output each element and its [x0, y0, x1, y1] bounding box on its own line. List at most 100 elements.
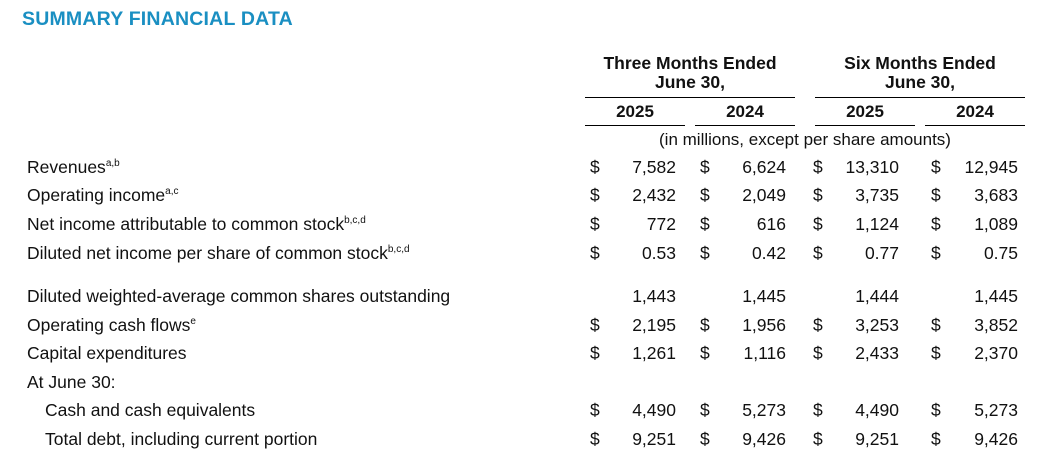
- row-label: Diluted weighted-average common shares o…: [27, 284, 450, 308]
- footnote-marker: a,b: [105, 158, 120, 169]
- six-months-header-line2: June 30,: [884, 72, 956, 92]
- cell-value-h-2024: 2,370: [974, 343, 1018, 363]
- row-label-text: Revenues: [27, 157, 106, 177]
- currency-symbol-h-2025: $: [813, 343, 823, 363]
- footnote-marker: a,c: [165, 186, 179, 197]
- cell-value-q-2025: 772: [646, 214, 676, 234]
- currency-symbol-h-2024: $: [931, 343, 941, 363]
- year-header-q-2025: 2025: [616, 102, 654, 121]
- units-note: (in millions, except per share amounts): [659, 130, 951, 149]
- table-row: Diluted weighted-average common shares o…: [0, 284, 1042, 308]
- currency-symbol-q-2025: $: [590, 343, 600, 363]
- currency-symbol-q-2024: $: [700, 243, 710, 263]
- year-header-h-2024: 2024: [956, 102, 994, 121]
- cell-value-q-2024: 1,445: [742, 286, 786, 306]
- currency-symbol-h-2025: $: [813, 214, 823, 234]
- footnote-marker: b,c,d: [344, 215, 366, 226]
- row-label-text: Capital expenditures: [27, 343, 187, 363]
- currency-symbol-h-2025: $: [813, 157, 823, 177]
- three-months-header-rule: [585, 97, 795, 98]
- cell-value-q-2025: 2,432: [632, 185, 676, 205]
- row-label: Diluted net income per share of common s…: [27, 241, 410, 265]
- cell-value-q-2024: 5,273: [742, 400, 786, 420]
- cell-value-h-2024: 3,852: [974, 315, 1018, 335]
- currency-symbol-h-2024: $: [931, 214, 941, 234]
- cell-value-q-2025: 1,261: [632, 343, 676, 363]
- currency-symbol-q-2024: $: [700, 400, 710, 420]
- table-row: Capital expenditures $1,261 $1,116 $2,433 $2…: [0, 341, 1042, 365]
- cell-value-h-2025: 9,251: [855, 429, 899, 449]
- row-label: Cash and cash equivalents: [45, 398, 255, 422]
- currency-symbol-q-2025: $: [590, 243, 600, 263]
- year-rule-h-2024: [925, 125, 1025, 126]
- currency-symbol-h-2025: $: [813, 185, 823, 205]
- six-months-header: Six Months Ended June 30,: [815, 54, 1025, 92]
- cell-value-q-2025: 7,582: [632, 157, 676, 177]
- row-label: Net income attributable to common stockb…: [27, 212, 366, 236]
- cell-value-q-2024: 2,049: [742, 185, 786, 205]
- cell-value-q-2024: 616: [756, 214, 786, 234]
- cell-value-q-2025: 1,443: [632, 286, 676, 306]
- currency-symbol-h-2024: $: [931, 315, 941, 335]
- cell-value-h-2025: 0.77: [864, 243, 899, 263]
- cell-value-q-2024: 6,624: [742, 157, 786, 177]
- page-title: SUMMARY FINANCIAL DATA: [22, 8, 293, 30]
- currency-symbol-q-2024: $: [700, 157, 710, 177]
- row-label: Operating cash flowse: [27, 313, 196, 337]
- row-label-text: Total debt, including current portion: [45, 429, 318, 449]
- currency-symbol-q-2025: $: [590, 400, 600, 420]
- currency-symbol-q-2025: $: [590, 185, 600, 205]
- currency-symbol-q-2025: $: [590, 429, 600, 449]
- currency-symbol-q-2024: $: [700, 343, 710, 363]
- cell-value-q-2024: 1,116: [743, 343, 787, 363]
- currency-symbol-q-2025: $: [590, 315, 600, 335]
- cell-value-h-2024: 5,273: [974, 400, 1018, 420]
- cell-value-q-2024: 0.42: [751, 243, 786, 263]
- cell-value-h-2025: 4,490: [855, 400, 899, 420]
- currency-symbol-h-2024: $: [931, 400, 941, 420]
- cell-value-q-2024: 9,426: [742, 429, 786, 449]
- cell-value-q-2024: 1,956: [742, 315, 786, 335]
- footnote-marker: e: [190, 316, 196, 327]
- currency-symbol-q-2024: $: [700, 185, 710, 205]
- table-row: Revenuesa,b $7,582 $6,624 $13,310 $12,945: [0, 155, 1042, 179]
- year-header-q-2024: 2024: [726, 102, 764, 121]
- six-months-header-rule: [815, 97, 1025, 98]
- currency-symbol-q-2024: $: [700, 315, 710, 335]
- cell-value-h-2025: 13,310: [845, 157, 899, 177]
- currency-symbol-h-2025: $: [813, 243, 823, 263]
- currency-symbol-h-2024: $: [931, 157, 941, 177]
- cell-value-q-2025: 2,195: [632, 315, 676, 335]
- row-label: At June 30:: [27, 370, 116, 394]
- year-rule-q-2025: [585, 125, 685, 126]
- cell-value-h-2025: 1,444: [855, 286, 899, 306]
- currency-symbol-h-2025: $: [813, 400, 823, 420]
- row-label-text: Cash and cash equivalents: [45, 400, 256, 420]
- row-label-text: Diluted weighted-average common shares o…: [27, 286, 451, 306]
- six-months-header-line1: Six Months Ended: [844, 53, 996, 73]
- row-label: Operating incomea,c: [27, 183, 178, 207]
- row-label-text: Operating income: [27, 185, 166, 205]
- cell-value-q-2025: 9,251: [632, 429, 676, 449]
- cell-value-q-2025: 4,490: [632, 400, 676, 420]
- year-rule-h-2025: [815, 125, 915, 126]
- currency-symbol-q-2024: $: [700, 429, 710, 449]
- currency-symbol-h-2025: $: [813, 315, 823, 335]
- cell-value-h-2024: 12,945: [964, 157, 1018, 177]
- cell-value-h-2024: 1,445: [974, 286, 1018, 306]
- cell-value-h-2025: 3,253: [855, 315, 899, 335]
- table-row: At June 30:: [0, 370, 1042, 394]
- three-months-header-line2: June 30,: [654, 72, 726, 92]
- cell-value-h-2025: 1,124: [855, 214, 899, 234]
- cell-value-h-2024: 1,089: [974, 214, 1018, 234]
- currency-symbol-q-2025: $: [590, 157, 600, 177]
- currency-symbol-h-2025: $: [813, 429, 823, 449]
- table-row: Net income attributable to common stockb…: [0, 212, 1042, 236]
- footnote-marker: b,c,d: [387, 244, 410, 255]
- currency-symbol-q-2024: $: [700, 214, 710, 234]
- row-label-text: At June 30:: [27, 372, 116, 392]
- cell-value-q-2025: 0.53: [641, 243, 676, 263]
- currency-symbol-h-2024: $: [931, 243, 941, 263]
- cell-value-h-2024: 0.75: [983, 243, 1018, 263]
- cell-value-h-2025: 3,735: [855, 185, 899, 205]
